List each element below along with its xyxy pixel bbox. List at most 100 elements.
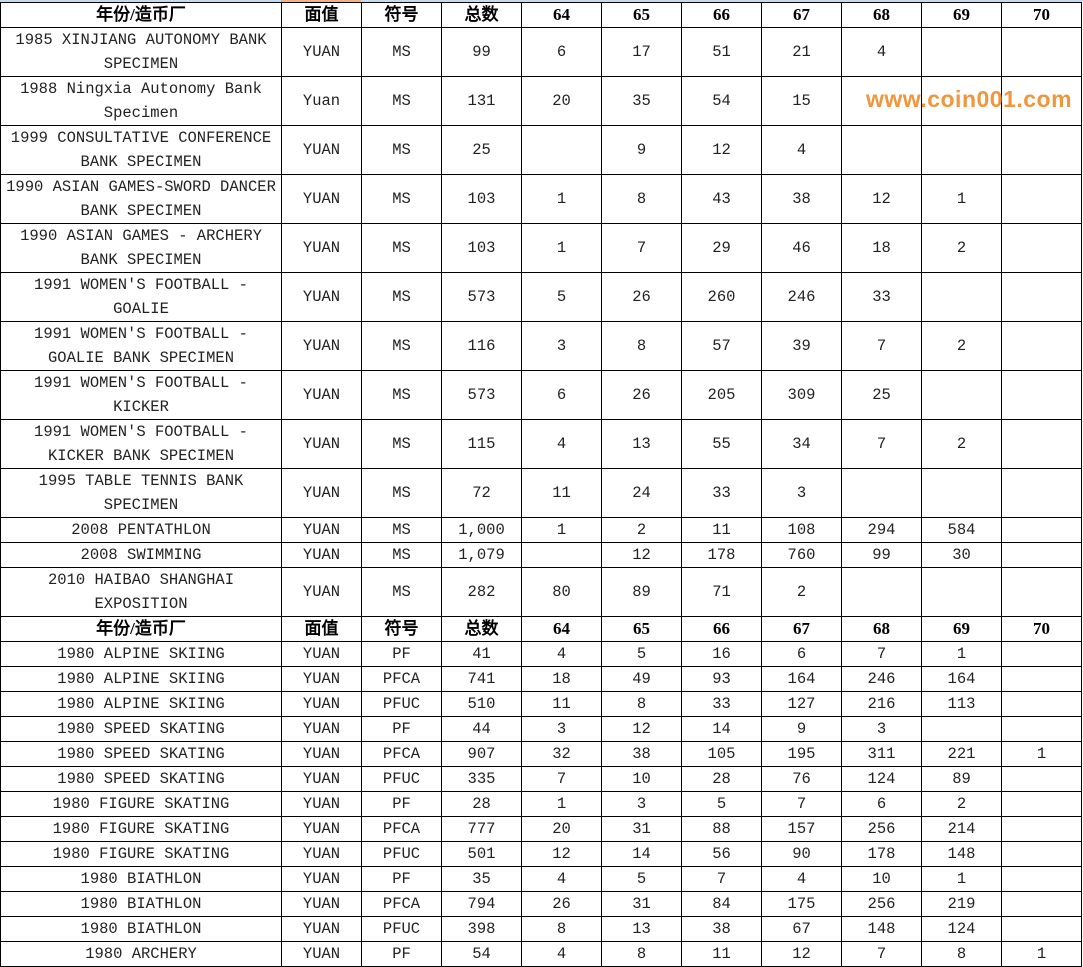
cell-grade-65[interactable]: 7 [601, 223, 682, 273]
cell-grade-68[interactable]: 33 [841, 272, 922, 322]
cell-grade-68[interactable]: 7 [841, 321, 922, 371]
cell-grade-66[interactable]: 51 [681, 27, 762, 77]
cell-grade-69[interactable]: 2 [921, 321, 1002, 371]
cell-grade-68[interactable] [841, 125, 922, 175]
cell-total[interactable]: 99 [441, 27, 522, 77]
cell-grade-64[interactable]: 18 [521, 666, 602, 692]
cell-grade-64[interactable]: 20 [521, 816, 602, 842]
cell-year-mint[interactable]: 2010 HAIBAO SHANGHAI EXPOSITION [0, 567, 282, 617]
cell-denomination[interactable]: YUAN [281, 816, 362, 842]
cell-grade-67[interactable]: 76 [761, 766, 842, 792]
cell-grade-70[interactable] [1001, 370, 1082, 420]
cell-grade-66[interactable]: 84 [681, 891, 762, 917]
cell-grade-68[interactable]: 6 [841, 791, 922, 817]
cell-grade-66[interactable]: 57 [681, 321, 762, 371]
cell-grade-65[interactable]: 10 [601, 766, 682, 792]
header-total[interactable]: 总数 [441, 616, 522, 642]
cell-grade-70[interactable] [1001, 419, 1082, 469]
cell-grade-69[interactable]: 2 [921, 223, 1002, 273]
cell-grade-70[interactable]: 1 [1001, 941, 1082, 967]
cell-grade-69[interactable]: 214 [921, 816, 1002, 842]
cell-grade-69[interactable]: 89 [921, 766, 1002, 792]
cell-denomination[interactable]: YUAN [281, 866, 362, 892]
cell-denomination[interactable]: YUAN [281, 841, 362, 867]
header-grade-66[interactable]: 66 [681, 2, 762, 28]
cell-total[interactable]: 501 [441, 841, 522, 867]
cell-grade-70[interactable] [1001, 866, 1082, 892]
cell-grade-65[interactable]: 8 [601, 321, 682, 371]
cell-grade-64[interactable] [521, 542, 602, 568]
cell-grade-67[interactable]: 195 [761, 741, 842, 767]
cell-grade-64[interactable]: 6 [521, 27, 602, 77]
header-grade-65[interactable]: 65 [601, 2, 682, 28]
cell-grade-symbol[interactable]: PF [361, 866, 442, 892]
cell-grade-65[interactable]: 3 [601, 791, 682, 817]
header-grade-64[interactable]: 64 [521, 2, 602, 28]
cell-year-mint[interactable]: 1980 ALPINE SKIING [0, 691, 282, 717]
cell-grade-70[interactable] [1001, 691, 1082, 717]
cell-grade-66[interactable]: 178 [681, 542, 762, 568]
cell-grade-67[interactable]: 9 [761, 716, 842, 742]
cell-total[interactable]: 510 [441, 691, 522, 717]
cell-grade-66[interactable]: 54 [681, 76, 762, 126]
cell-grade-65[interactable]: 2 [601, 517, 682, 543]
cell-grade-68[interactable]: 246 [841, 666, 922, 692]
cell-grade-65[interactable]: 8 [601, 941, 682, 967]
cell-grade-67[interactable]: 175 [761, 891, 842, 917]
cell-denomination[interactable]: YUAN [281, 691, 362, 717]
cell-total[interactable]: 1,000 [441, 517, 522, 543]
cell-grade-symbol[interactable]: MS [361, 468, 442, 518]
cell-denomination[interactable]: YUAN [281, 916, 362, 942]
cell-grade-69[interactable] [921, 125, 1002, 175]
cell-grade-67[interactable]: 2 [761, 567, 842, 617]
cell-grade-68[interactable]: 99 [841, 542, 922, 568]
cell-grade-69[interactable]: 2 [921, 419, 1002, 469]
cell-grade-68[interactable]: 148 [841, 916, 922, 942]
cell-total[interactable]: 131 [441, 76, 522, 126]
cell-total[interactable]: 116 [441, 321, 522, 371]
header-year-mint[interactable]: 年份/造币厂 [0, 616, 282, 642]
cell-denomination[interactable]: YUAN [281, 542, 362, 568]
cell-year-mint[interactable]: 1999 CONSULTATIVE CONFERENCE BANK SPECIM… [0, 125, 282, 175]
cell-grade-70[interactable]: 1 [1001, 741, 1082, 767]
header-total[interactable]: 总数 [441, 2, 522, 28]
cell-grade-68[interactable]: 7 [841, 641, 922, 667]
cell-grade-67[interactable]: 12 [761, 941, 842, 967]
cell-grade-64[interactable]: 1 [521, 223, 602, 273]
cell-grade-69[interactable]: 221 [921, 741, 1002, 767]
cell-grade-68[interactable]: 178 [841, 841, 922, 867]
cell-grade-70[interactable] [1001, 542, 1082, 568]
cell-grade-69[interactable] [921, 716, 1002, 742]
cell-denomination[interactable]: YUAN [281, 941, 362, 967]
cell-grade-70[interactable] [1001, 223, 1082, 273]
cell-grade-symbol[interactable]: PF [361, 716, 442, 742]
cell-grade-70[interactable] [1001, 272, 1082, 322]
cell-year-mint[interactable]: 1980 ALPINE SKIING [0, 641, 282, 667]
cell-grade-68[interactable]: 12 [841, 174, 922, 224]
cell-year-mint[interactable]: 1991 WOMEN'S FOOTBALL - GOALIE [0, 272, 282, 322]
cell-denomination[interactable]: YUAN [281, 517, 362, 543]
cell-grade-symbol[interactable]: MS [361, 567, 442, 617]
cell-year-mint[interactable]: 1980 ALPINE SKIING [0, 666, 282, 692]
cell-grade-65[interactable]: 24 [601, 468, 682, 518]
cell-grade-68[interactable]: 124 [841, 766, 922, 792]
cell-grade-69[interactable]: 1 [921, 641, 1002, 667]
cell-grade-68[interactable]: 18 [841, 223, 922, 273]
cell-year-mint[interactable]: 1991 WOMEN'S FOOTBALL - GOALIE BANK SPEC… [0, 321, 282, 371]
cell-grade-66[interactable]: 7 [681, 866, 762, 892]
header-grade-70[interactable]: 70 [1001, 616, 1082, 642]
cell-grade-69[interactable]: 30 [921, 542, 1002, 568]
cell-denomination[interactable]: YUAN [281, 641, 362, 667]
cell-denomination[interactable]: YUAN [281, 468, 362, 518]
cell-denomination[interactable]: YUAN [281, 716, 362, 742]
cell-grade-65[interactable]: 5 [601, 866, 682, 892]
cell-grade-symbol[interactable]: MS [361, 272, 442, 322]
cell-grade-65[interactable]: 38 [601, 741, 682, 767]
cell-grade-64[interactable]: 11 [521, 691, 602, 717]
cell-grade-64[interactable]: 11 [521, 468, 602, 518]
cell-grade-65[interactable]: 12 [601, 542, 682, 568]
cell-grade-66[interactable]: 29 [681, 223, 762, 273]
cell-grade-68[interactable]: 7 [841, 941, 922, 967]
cell-grade-65[interactable]: 9 [601, 125, 682, 175]
cell-grade-symbol[interactable]: PFCA [361, 741, 442, 767]
